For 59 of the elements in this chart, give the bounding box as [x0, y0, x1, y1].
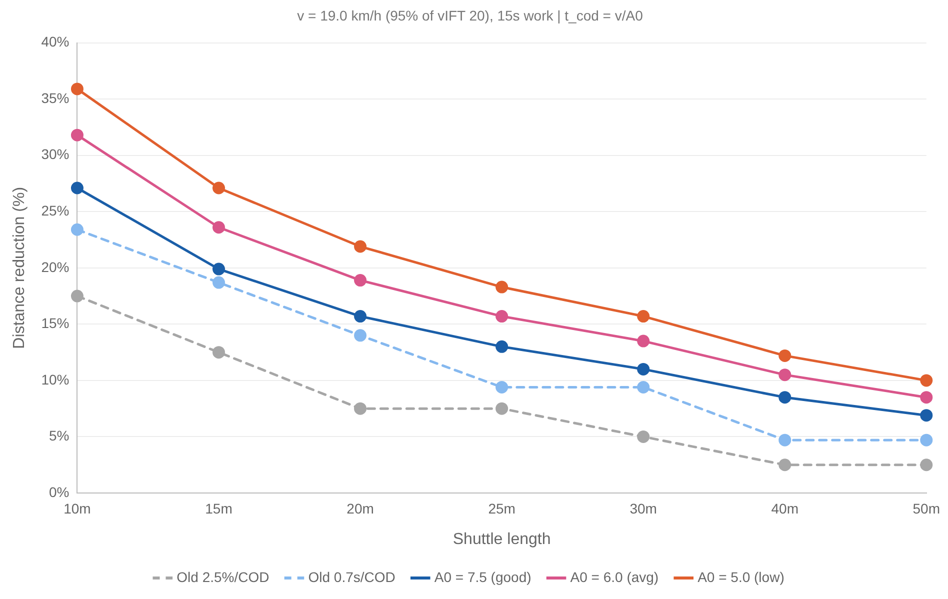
point	[212, 276, 225, 289]
point	[70, 82, 84, 96]
point	[637, 362, 650, 376]
point	[70, 182, 84, 194]
legend-label: A0 = 7.5 (good)	[434, 568, 532, 585]
point	[70, 128, 84, 142]
point	[496, 380, 508, 394]
legend-label: Old 2.5%/COD	[176, 568, 270, 585]
x-tick-label: 20m	[346, 500, 374, 516]
y-tick-label: 20%	[41, 258, 70, 275]
point	[637, 310, 650, 323]
y-axis-title: Distance reduction (%)	[11, 186, 28, 349]
y-tick-label: 30%	[41, 146, 70, 162]
x-tick-label: 40m	[771, 500, 798, 516]
y-tick-label: 25%	[41, 202, 70, 218]
point	[920, 434, 933, 446]
point	[354, 310, 367, 323]
point	[212, 182, 225, 194]
point	[637, 380, 650, 394]
x-tick-label: 25m	[488, 500, 516, 516]
legend-label: A0 = 5.0 (low)	[698, 568, 784, 585]
point	[920, 458, 933, 472]
point	[354, 329, 367, 342]
point	[70, 290, 84, 302]
x-axis-title: Shuttle length	[452, 530, 551, 548]
point	[778, 368, 792, 382]
point	[778, 458, 792, 472]
y-tick-label: 5%	[48, 428, 70, 444]
x-tick-label: 30m	[630, 500, 657, 516]
y-tick-label: 0%	[48, 484, 70, 500]
point	[496, 402, 508, 415]
y-tick-label: 10%	[41, 371, 70, 388]
point	[70, 223, 84, 236]
y-tick-label: 15%	[41, 315, 70, 332]
point	[778, 349, 792, 362]
point	[920, 391, 933, 404]
x-tick-label: 50m	[912, 500, 940, 516]
point	[354, 240, 367, 253]
point	[637, 334, 650, 348]
point	[212, 346, 225, 359]
chart-title: v = 19.0 km/h (95% of vIFT 20), 15s work | t_cod = v/A0	[297, 7, 644, 24]
point	[354, 402, 367, 415]
point	[920, 374, 933, 387]
legend-label: A0 = 6.0 (avg)	[570, 568, 659, 585]
y-tick-label: 40%	[41, 34, 70, 50]
x-tick-label: 15m	[205, 500, 232, 516]
point	[920, 409, 933, 422]
x-tick-label: 10m	[64, 500, 91, 516]
point	[778, 391, 792, 404]
point	[496, 340, 508, 353]
y-tick-label: 35%	[41, 90, 70, 106]
legend-label: Old 0.7s/COD	[308, 568, 396, 585]
point	[496, 310, 508, 323]
point	[778, 434, 792, 446]
point	[212, 262, 225, 276]
point	[354, 274, 367, 287]
point	[496, 280, 508, 294]
point	[212, 221, 225, 234]
point	[637, 430, 650, 443]
